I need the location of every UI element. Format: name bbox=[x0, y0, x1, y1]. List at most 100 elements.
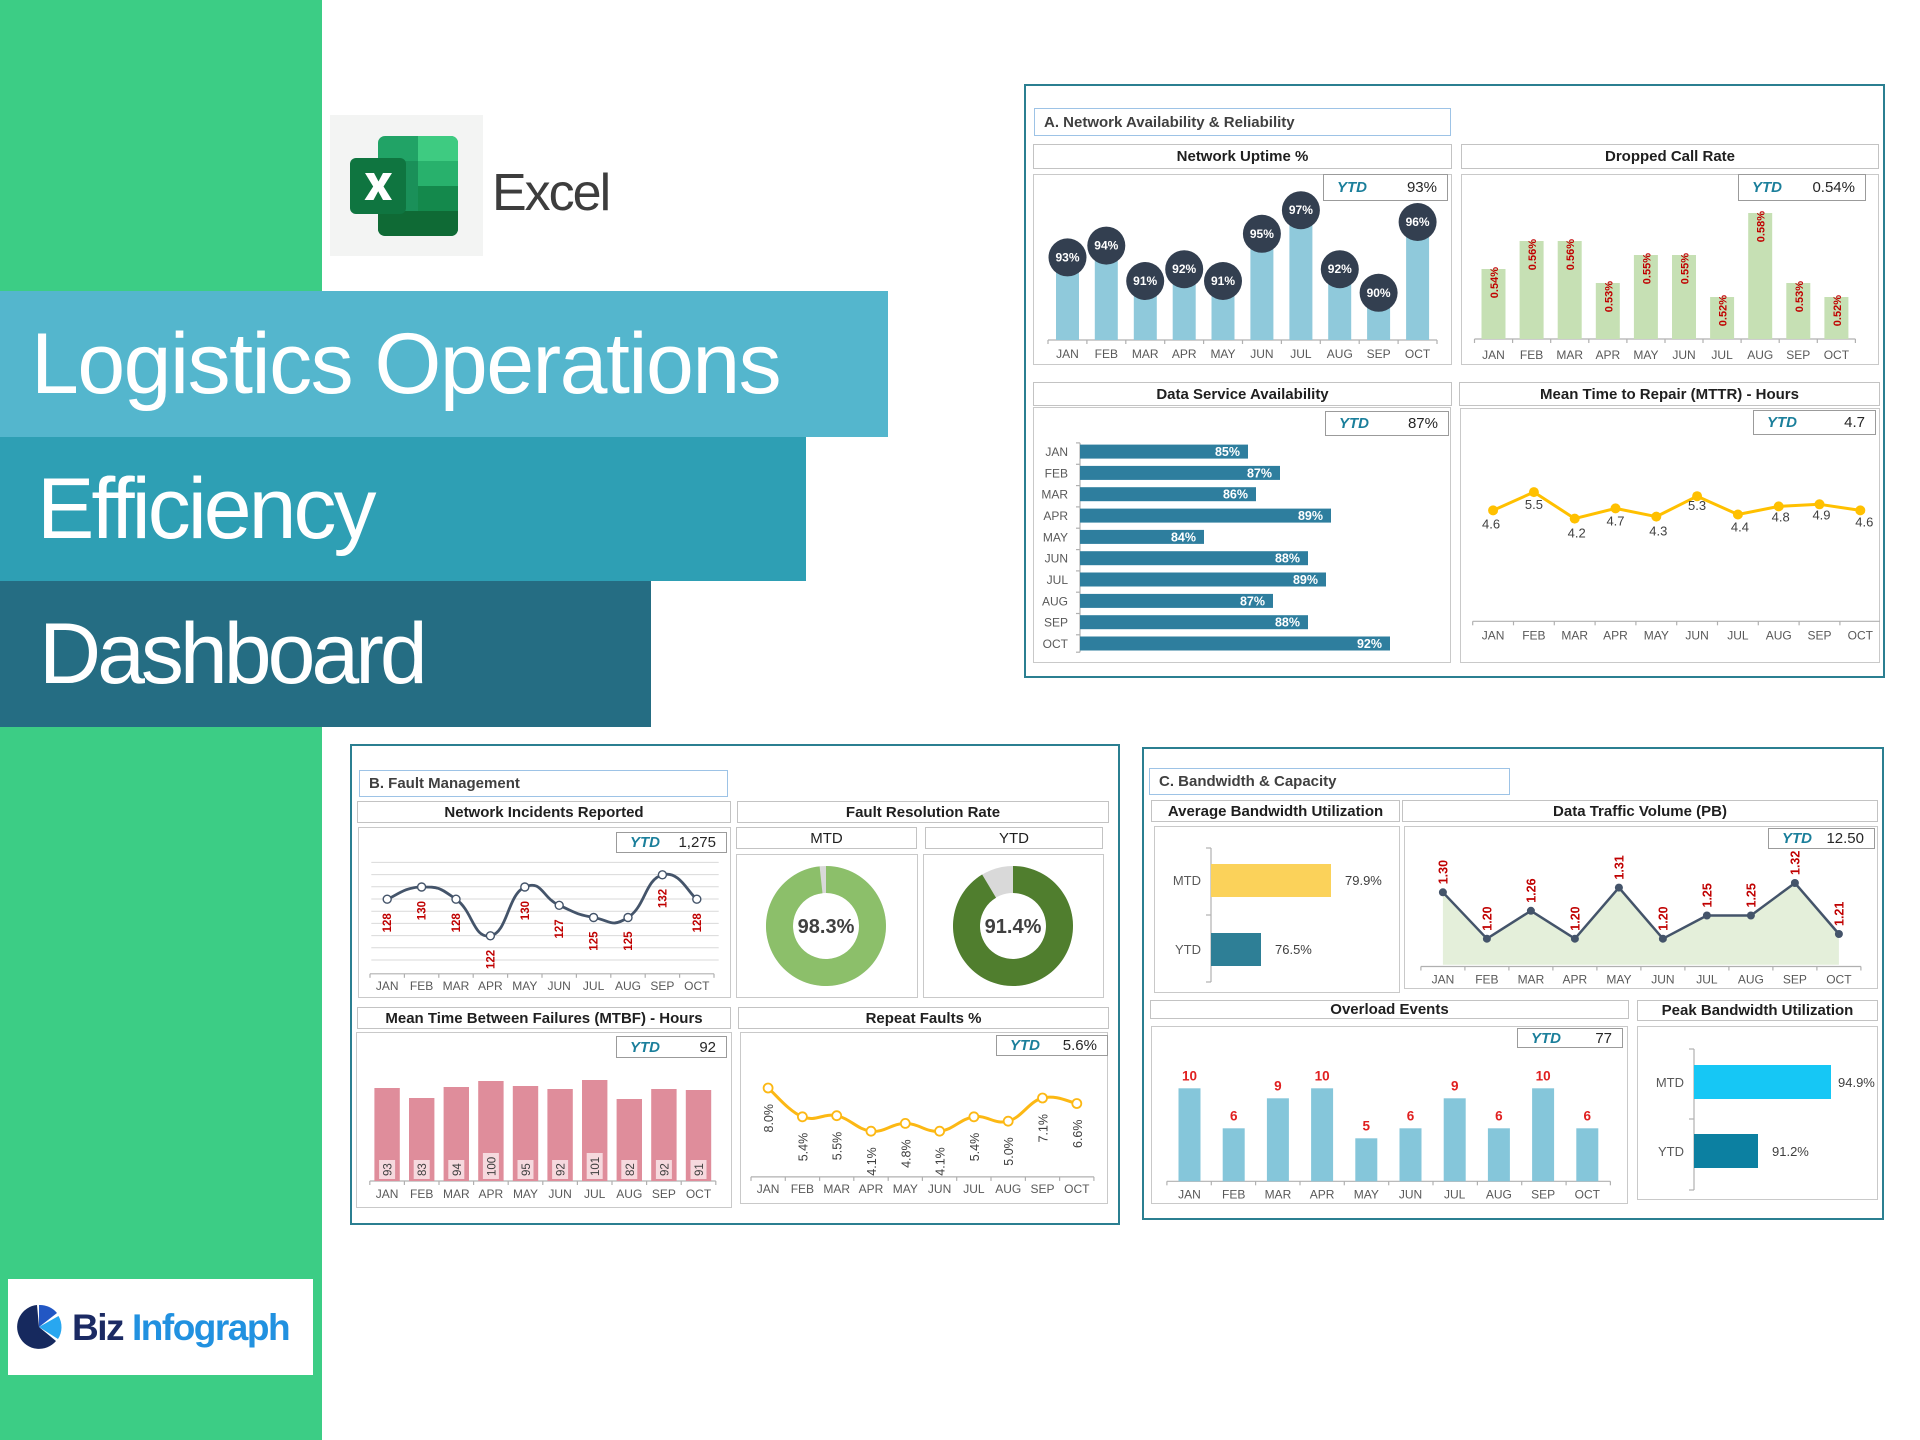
svg-text:MAR: MAR bbox=[1561, 628, 1588, 642]
svg-text:OCT: OCT bbox=[686, 1187, 712, 1201]
svg-text:JUN: JUN bbox=[1651, 973, 1674, 987]
svg-text:FEB: FEB bbox=[1095, 347, 1118, 361]
svg-text:APR: APR bbox=[478, 979, 503, 993]
svg-text:96%: 96% bbox=[1406, 215, 1430, 229]
svg-text:MAR: MAR bbox=[823, 1182, 850, 1196]
svg-text:130: 130 bbox=[520, 901, 532, 920]
svg-text:122: 122 bbox=[485, 950, 497, 969]
svg-text:JUL: JUL bbox=[963, 1182, 985, 1196]
svg-text:92: 92 bbox=[659, 1163, 671, 1176]
svg-text:6: 6 bbox=[1407, 1108, 1415, 1123]
svg-text:APR: APR bbox=[1595, 348, 1620, 362]
svg-text:FEB: FEB bbox=[1522, 628, 1545, 642]
svg-text:9: 9 bbox=[1274, 1078, 1282, 1093]
svg-text:1.20: 1.20 bbox=[1656, 906, 1670, 930]
svg-text:97%: 97% bbox=[1289, 203, 1313, 217]
svg-text:85%: 85% bbox=[1215, 445, 1240, 459]
svg-text:127: 127 bbox=[554, 919, 566, 938]
svg-text:128: 128 bbox=[692, 913, 704, 933]
svg-text:89%: 89% bbox=[1293, 573, 1318, 587]
svg-text:OCT: OCT bbox=[1064, 1182, 1090, 1196]
svg-text:AUG: AUG bbox=[1747, 348, 1773, 362]
svg-text:FEB: FEB bbox=[1045, 466, 1068, 480]
svg-text:93: 93 bbox=[383, 1163, 395, 1176]
svg-text:88%: 88% bbox=[1275, 616, 1300, 630]
svg-text:0.56%: 0.56% bbox=[1565, 239, 1577, 270]
svg-text:1.30: 1.30 bbox=[1436, 860, 1450, 884]
svg-text:MAY: MAY bbox=[1644, 628, 1669, 642]
svg-text:OCT: OCT bbox=[1824, 348, 1850, 362]
svg-text:JAN: JAN bbox=[1432, 973, 1455, 987]
svg-text:JUN: JUN bbox=[1685, 628, 1708, 642]
svg-text:1.20: 1.20 bbox=[1480, 906, 1494, 930]
svg-text:132: 132 bbox=[657, 889, 669, 908]
svg-text:4.1%: 4.1% bbox=[934, 1147, 948, 1176]
svg-text:91.2%: 91.2% bbox=[1772, 1144, 1809, 1159]
svg-text:MAY: MAY bbox=[513, 1187, 538, 1201]
svg-text:MAY: MAY bbox=[1606, 973, 1631, 987]
svg-text:AUG: AUG bbox=[1738, 973, 1764, 987]
svg-text:MAY: MAY bbox=[893, 1182, 918, 1196]
svg-text:5.4%: 5.4% bbox=[968, 1133, 982, 1162]
svg-text:YTD: YTD bbox=[1658, 1144, 1684, 1159]
svg-text:8.0%: 8.0% bbox=[762, 1104, 776, 1133]
svg-text:SEP: SEP bbox=[1786, 348, 1810, 362]
svg-text:MAY: MAY bbox=[1043, 530, 1068, 544]
svg-text:SEP: SEP bbox=[1367, 347, 1391, 361]
svg-text:6: 6 bbox=[1230, 1108, 1238, 1123]
svg-text:SEP: SEP bbox=[1030, 1182, 1054, 1196]
svg-text:0.52%: 0.52% bbox=[1718, 295, 1730, 326]
svg-text:4.9: 4.9 bbox=[1812, 507, 1830, 522]
svg-text:82: 82 bbox=[625, 1163, 637, 1176]
svg-text:10: 10 bbox=[1315, 1068, 1330, 1083]
svg-text:83: 83 bbox=[417, 1163, 429, 1176]
svg-text:92%: 92% bbox=[1172, 262, 1196, 276]
svg-text:AUG: AUG bbox=[616, 1187, 642, 1201]
svg-text:6: 6 bbox=[1584, 1108, 1592, 1123]
svg-text:0.55%: 0.55% bbox=[1680, 253, 1692, 284]
svg-text:84%: 84% bbox=[1171, 530, 1196, 544]
svg-text:AUG: AUG bbox=[615, 979, 641, 993]
svg-text:125: 125 bbox=[623, 931, 635, 951]
svg-text:90%: 90% bbox=[1367, 286, 1391, 300]
svg-text:0.53%: 0.53% bbox=[1794, 281, 1806, 312]
svg-text:4.6: 4.6 bbox=[1482, 516, 1500, 531]
svg-text:4.8: 4.8 bbox=[1772, 509, 1790, 524]
svg-text:5: 5 bbox=[1363, 1118, 1371, 1133]
svg-text:128: 128 bbox=[451, 913, 463, 933]
svg-text:MAR: MAR bbox=[1556, 348, 1583, 362]
svg-text:OCT: OCT bbox=[1826, 973, 1852, 987]
svg-text:91.4%: 91.4% bbox=[985, 916, 1042, 938]
svg-text:MAY: MAY bbox=[512, 979, 537, 993]
svg-text:JUN: JUN bbox=[1250, 347, 1273, 361]
svg-text:FEB: FEB bbox=[410, 1187, 433, 1201]
svg-text:SEP: SEP bbox=[1044, 616, 1068, 630]
svg-text:91%: 91% bbox=[1133, 274, 1157, 288]
svg-text:FEB: FEB bbox=[410, 979, 433, 993]
svg-text:JUL: JUL bbox=[1711, 348, 1733, 362]
svg-text:JAN: JAN bbox=[1482, 348, 1505, 362]
svg-text:MAR: MAR bbox=[1041, 488, 1068, 502]
svg-text:APR: APR bbox=[859, 1182, 884, 1196]
svg-text:JUN: JUN bbox=[1399, 1187, 1422, 1201]
svg-text:MAR: MAR bbox=[1518, 973, 1545, 987]
svg-text:APR: APR bbox=[479, 1187, 504, 1201]
svg-text:1.32: 1.32 bbox=[1788, 851, 1802, 875]
svg-text:FEB: FEB bbox=[791, 1182, 814, 1196]
svg-text:7.1%: 7.1% bbox=[1037, 1114, 1051, 1143]
svg-text:4.8%: 4.8% bbox=[899, 1139, 913, 1168]
svg-text:93%: 93% bbox=[1055, 250, 1079, 264]
svg-text:APR: APR bbox=[1563, 973, 1588, 987]
svg-text:0.55%: 0.55% bbox=[1641, 253, 1653, 284]
svg-text:0.56%: 0.56% bbox=[1527, 239, 1539, 270]
svg-text:APR: APR bbox=[1172, 347, 1197, 361]
svg-text:94: 94 bbox=[452, 1163, 464, 1176]
svg-text:89%: 89% bbox=[1298, 509, 1323, 523]
svg-text:JAN: JAN bbox=[1045, 445, 1068, 459]
svg-text:128: 128 bbox=[382, 913, 394, 933]
svg-text:MTD: MTD bbox=[1656, 1075, 1684, 1090]
svg-text:92: 92 bbox=[556, 1163, 568, 1176]
svg-text:Infograph: Infograph bbox=[132, 1307, 289, 1348]
svg-text:4.2: 4.2 bbox=[1568, 526, 1586, 541]
svg-text:JAN: JAN bbox=[1178, 1187, 1201, 1201]
